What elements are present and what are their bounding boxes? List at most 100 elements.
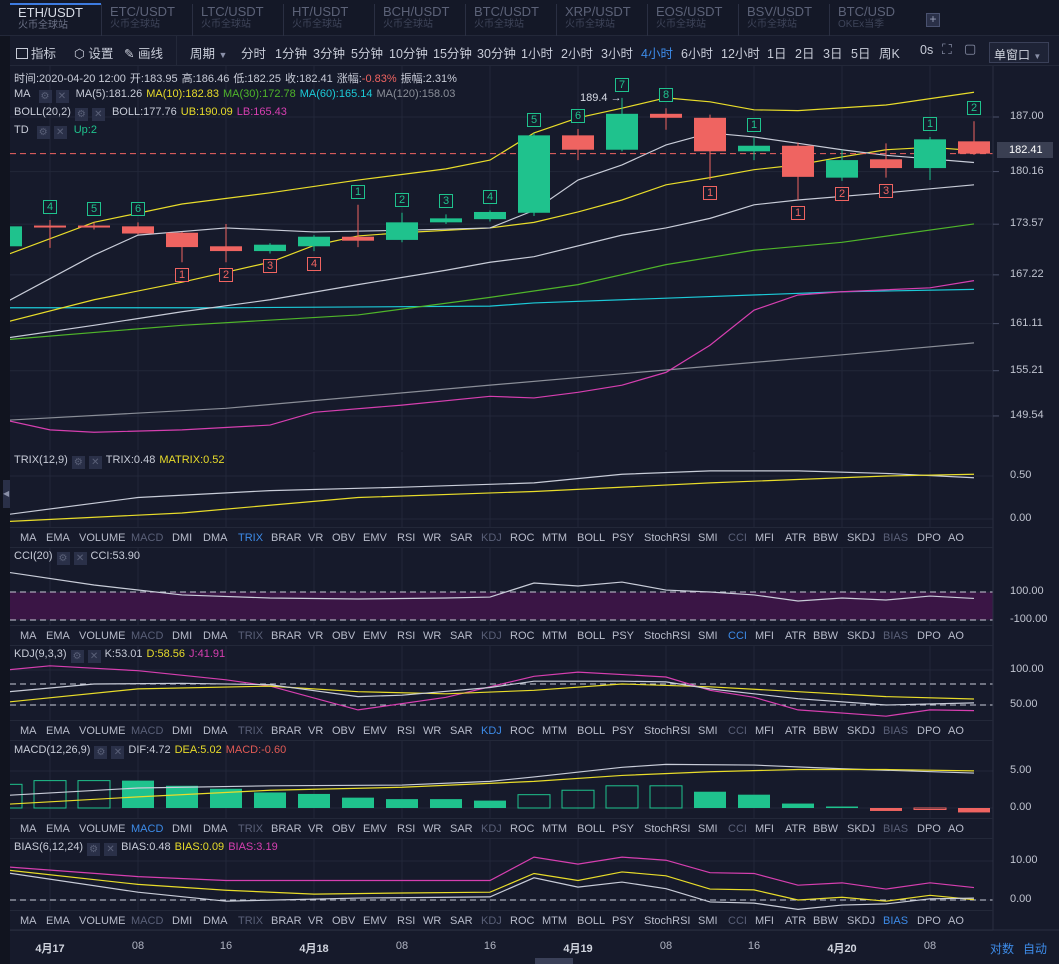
candle[interactable] <box>870 143 902 178</box>
indicator-ao[interactable]: AO <box>948 915 964 927</box>
indicator-trix[interactable]: TRIX <box>238 823 264 835</box>
indicator-obv[interactable]: OBV <box>332 725 356 737</box>
add-tab-button[interactable]: + <box>926 13 940 27</box>
indicator-bbw[interactable]: BBW <box>813 630 839 642</box>
indicator-atr[interactable]: ATR <box>785 725 807 737</box>
candle[interactable] <box>166 231 198 263</box>
tab-btc-usd[interactable]: BTC/USD OKEx当季 <box>829 4 920 36</box>
indicator-sar[interactable]: SAR <box>450 630 473 642</box>
period-15[interactable]: 3日 <box>823 47 843 61</box>
period-14[interactable]: 2日 <box>795 47 815 61</box>
auto-scale-toggle[interactable]: 自动 <box>1023 942 1048 956</box>
indicator-dmi[interactable]: DMI <box>172 823 193 835</box>
candle[interactable] <box>298 235 330 252</box>
indicator-skdj[interactable]: SKDJ <box>847 823 876 835</box>
period-10[interactable]: 4小时 <box>641 47 673 61</box>
period-13[interactable]: 1日 <box>767 47 787 61</box>
indicator-wr[interactable]: WR <box>423 725 442 737</box>
indicator-mtm[interactable]: MTM <box>542 725 568 737</box>
indicator-ao[interactable]: AO <box>948 823 964 835</box>
indicator-ao[interactable]: AO <box>948 630 964 642</box>
candle[interactable] <box>782 142 814 201</box>
close-icon[interactable]: ✕ <box>55 90 69 103</box>
indicator-volume[interactable]: VOLUME <box>79 630 126 642</box>
indicator-mtm[interactable]: MTM <box>542 823 568 835</box>
window-mode-select[interactable]: 单窗口 ▼ <box>989 42 1049 63</box>
indicator-dpo[interactable]: DPO <box>917 630 941 642</box>
period-0[interactable]: 分时 <box>241 47 267 61</box>
indicator-bias[interactable]: BIAS <box>883 725 909 737</box>
close-icon[interactable]: ✕ <box>87 650 101 663</box>
period-4[interactable]: 10分钟 <box>389 47 428 61</box>
indicator-mfi[interactable]: MFI <box>755 823 774 835</box>
tab-bsv-usdt[interactable]: BSV/USDT 火币全球站 <box>738 4 829 36</box>
indicator-ma[interactable]: MA <box>20 915 37 927</box>
close-icon[interactable]: ✕ <box>111 746 125 759</box>
indicator-macd[interactable]: MACD <box>131 915 164 927</box>
candle[interactable] <box>210 223 242 263</box>
indicator-skdj[interactable]: SKDJ <box>847 630 876 642</box>
indicator-roc[interactable]: ROC <box>510 915 535 927</box>
period-16[interactable]: 5日 <box>851 47 871 61</box>
indicator-cci[interactable]: CCI <box>728 915 747 927</box>
indicator-cci[interactable]: CCI <box>728 630 747 642</box>
indicator-trix[interactable]: TRIX <box>238 725 264 737</box>
settings-button[interactable]: ⬡ 设置 <box>74 47 114 61</box>
tab-xrp-usdt[interactable]: XRP/USDT 火币全球站 <box>556 4 647 36</box>
period-dropdown[interactable]: 周期 ▼ <box>190 47 228 61</box>
candle[interactable] <box>474 210 506 222</box>
indicator-emv[interactable]: EMV <box>363 630 387 642</box>
indicator-rsi[interactable]: RSI <box>397 725 416 737</box>
indicator-dpo[interactable]: DPO <box>917 725 941 737</box>
indicator-smi[interactable]: SMI <box>698 630 718 642</box>
indicator-bbw[interactable]: BBW <box>813 725 839 737</box>
indicator-trix[interactable]: TRIX <box>238 532 264 544</box>
indicator-atr[interactable]: ATR <box>785 915 807 927</box>
indicator-smi[interactable]: SMI <box>698 725 718 737</box>
indicator-ma[interactable]: MA <box>20 725 37 737</box>
indicator-volume[interactable]: VOLUME <box>79 915 126 927</box>
indicator-skdj[interactable]: SKDJ <box>847 725 876 737</box>
indicator-vr[interactable]: VR <box>308 823 324 835</box>
indicator-dpo[interactable]: DPO <box>917 823 941 835</box>
indicator-mfi[interactable]: MFI <box>755 915 774 927</box>
indicator-emv[interactable]: EMV <box>363 823 387 835</box>
tab-btc-usdt[interactable]: BTC/USDT 火币全球站 <box>465 4 556 36</box>
indicator-emv[interactable]: EMV <box>363 532 387 544</box>
indicator-ao[interactable]: AO <box>948 725 964 737</box>
period-3[interactable]: 5分钟 <box>351 47 383 61</box>
indicator-macd[interactable]: MACD <box>131 823 164 835</box>
candle[interactable] <box>738 137 770 161</box>
indicator-smi[interactable]: SMI <box>698 823 718 835</box>
indicator-macd[interactable]: MACD <box>131 532 164 544</box>
candle[interactable] <box>34 219 66 248</box>
gear-icon[interactable]: ⚙ <box>38 90 52 103</box>
candle[interactable] <box>914 136 946 181</box>
indicator-cci[interactable]: CCI <box>728 823 747 835</box>
tab-ht-usdt[interactable]: HT/USDT 火币全球站 <box>283 4 374 36</box>
indicator-psy[interactable]: PSY <box>612 725 635 737</box>
indicator-wr[interactable]: WR <box>423 532 442 544</box>
log-scale-toggle[interactable]: 对数 <box>990 942 1015 956</box>
indicator-atr[interactable]: ATR <box>785 532 807 544</box>
indicator-volume[interactable]: VOLUME <box>79 532 126 544</box>
indicator-sar[interactable]: SAR <box>450 823 473 835</box>
gear-icon[interactable]: ⚙ <box>71 456 85 469</box>
candle[interactable] <box>254 243 286 254</box>
indicator-mtm[interactable]: MTM <box>542 915 568 927</box>
indicator-boll[interactable]: BOLL <box>577 630 606 642</box>
indicator-trix[interactable]: TRIX <box>238 915 264 927</box>
indicator-obv[interactable]: OBV <box>332 630 356 642</box>
indicator-dpo[interactable]: DPO <box>917 532 941 544</box>
indicator-psy[interactable]: PSY <box>612 532 635 544</box>
gear-icon[interactable]: ⚙ <box>56 552 70 565</box>
candle[interactable] <box>958 121 990 155</box>
period-5[interactable]: 15分钟 <box>433 47 472 61</box>
indicator-bbw[interactable]: BBW <box>813 532 839 544</box>
indicator-stochrsi[interactable]: StochRSI <box>644 915 691 927</box>
indicator-ma[interactable]: MA <box>20 823 37 835</box>
indicator-wr[interactable]: WR <box>423 630 442 642</box>
indicator-sar[interactable]: SAR <box>450 725 473 737</box>
indicator-vr[interactable]: VR <box>308 725 324 737</box>
indicator-dmi[interactable]: DMI <box>172 532 193 544</box>
